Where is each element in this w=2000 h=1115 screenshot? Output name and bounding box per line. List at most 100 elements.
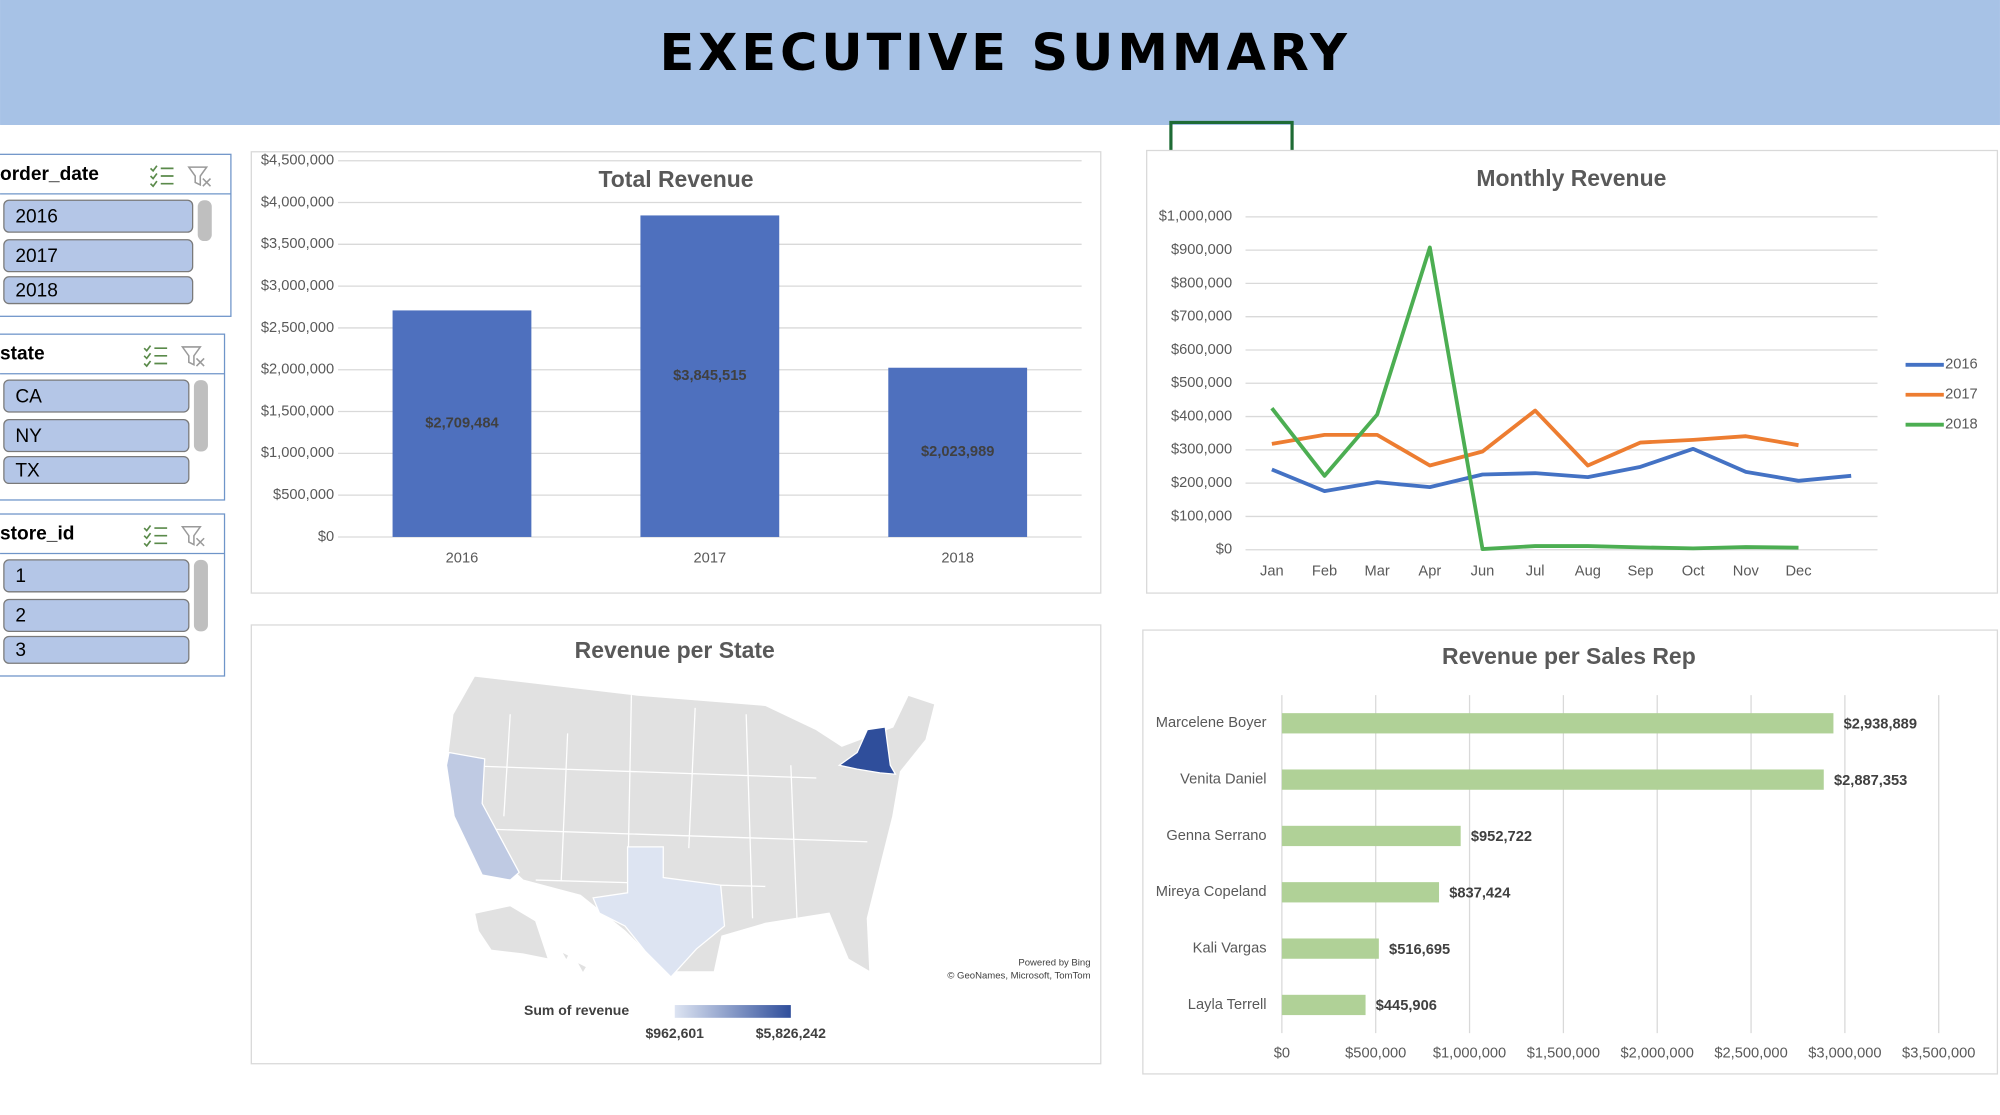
slicer-item[interactable] bbox=[3, 559, 190, 593]
slicer-item-label[interactable]: 3 bbox=[15, 640, 26, 661]
state-region bbox=[592, 846, 726, 978]
chart-title: Revenue per State bbox=[575, 637, 775, 663]
y-tick-label: $900,000 bbox=[1171, 242, 1232, 258]
y-tick-label: $0 bbox=[318, 529, 334, 545]
x-tick-label: Oct bbox=[1682, 563, 1705, 579]
clear-filter-button[interactable] bbox=[180, 525, 205, 547]
data-label: $952,722 bbox=[1471, 829, 1532, 845]
y-tick-label: $3,000,000 bbox=[261, 278, 334, 294]
y-tick-label: $400,000 bbox=[1171, 408, 1232, 424]
data-label: $2,709,484 bbox=[425, 416, 499, 432]
y-tick-label: $4,000,000 bbox=[261, 194, 334, 210]
y-tick-label: $300,000 bbox=[1171, 442, 1232, 458]
hawaii bbox=[559, 949, 588, 975]
multi-select-button[interactable] bbox=[149, 165, 174, 188]
slicer-item-label[interactable]: TX bbox=[15, 460, 40, 481]
x-tick-label: Jul bbox=[1526, 563, 1545, 579]
charts: Total Revenue $0 $500,000 $1,000,000 $1,500,… bbox=[250, 149, 1999, 1075]
data-label: $516,695 bbox=[1389, 942, 1450, 958]
y-tick-label: Marcelene Boyer bbox=[1156, 715, 1267, 731]
bar bbox=[1281, 713, 1834, 734]
data-label: $2,887,353 bbox=[1834, 773, 1907, 789]
y-tick-label: $100,000 bbox=[1171, 508, 1232, 524]
x-tick-label: $3,500,000 bbox=[1902, 1045, 1975, 1061]
chart-title: Revenue per Sales Rep bbox=[1442, 643, 1696, 669]
x-tick-label: Mar bbox=[1365, 563, 1390, 579]
y-tick-label: Mireya Copeland bbox=[1156, 884, 1267, 900]
legend-label: 2018 bbox=[1945, 417, 1978, 433]
y-tick-label: $3,500,000 bbox=[261, 236, 334, 252]
bar bbox=[1281, 825, 1461, 847]
x-tick-label: Apr bbox=[1418, 563, 1441, 579]
slicer-item-label[interactable]: NY bbox=[15, 426, 42, 447]
multi-select-button[interactable] bbox=[143, 345, 168, 368]
y-tick-label: $500,000 bbox=[273, 487, 334, 503]
x-tick-label: $2,000,000 bbox=[1621, 1045, 1694, 1061]
slicer-item-label[interactable]: 2 bbox=[15, 606, 26, 627]
legend-scale-label: $962,601 bbox=[646, 1025, 705, 1041]
data-label: $2,023,989 bbox=[921, 444, 994, 460]
bar bbox=[392, 310, 532, 537]
y-tick-label: $1,000,000 bbox=[261, 445, 334, 461]
y-tick-label: $600,000 bbox=[1171, 342, 1232, 358]
slicer-item-label[interactable]: 1 bbox=[15, 566, 26, 587]
y-tick-label: $800,000 bbox=[1171, 275, 1232, 291]
slicer-title: state bbox=[0, 344, 45, 365]
x-tick-label: Dec bbox=[1785, 563, 1811, 579]
x-tick-label: $2,500,000 bbox=[1714, 1045, 1787, 1061]
slicer-item[interactable] bbox=[3, 635, 190, 664]
slicer-scrollbar[interactable] bbox=[197, 200, 212, 242]
slicer-item[interactable] bbox=[3, 276, 194, 305]
multi-select-button[interactable] bbox=[143, 524, 168, 548]
legend-color-scale bbox=[674, 1005, 791, 1018]
slicer-title: order_date bbox=[0, 164, 99, 185]
bar bbox=[888, 367, 1028, 537]
slicer-item[interactable] bbox=[3, 379, 190, 413]
legend-label: 2017 bbox=[1945, 387, 1978, 403]
slicer-item-label[interactable]: 2018 bbox=[15, 280, 58, 301]
x-tick-label: $1,500,000 bbox=[1527, 1045, 1600, 1061]
x-tick-label: Sep bbox=[1627, 563, 1653, 579]
x-tick-label: 2017 bbox=[694, 551, 727, 567]
chart-title: Total Revenue bbox=[598, 166, 753, 192]
x-tick-label: $3,000,000 bbox=[1808, 1045, 1881, 1061]
slicer-scrollbar[interactable] bbox=[193, 559, 208, 632]
line-series bbox=[1270, 245, 1799, 551]
x-tick-label: Jan bbox=[1260, 563, 1284, 579]
x-tick-label: Jun bbox=[1471, 563, 1495, 579]
y-tick-label: Layla Terrell bbox=[1188, 997, 1267, 1013]
header-band bbox=[0, 0, 2000, 125]
y-tick-label: $2,000,000 bbox=[261, 362, 334, 378]
x-tick-label: $500,000 bbox=[1345, 1045, 1406, 1061]
slicers: order_date 2016 2017 2018 state CA NY TX store_i… bbox=[0, 153, 232, 677]
slicer-item[interactable] bbox=[3, 239, 194, 273]
page-title: EXECUTIVE SUMMARY bbox=[659, 24, 1350, 83]
data-label: $445,906 bbox=[1376, 998, 1437, 1014]
legend-scale-label: $5,826,242 bbox=[756, 1025, 826, 1041]
bar bbox=[640, 215, 780, 537]
slicer-item-label[interactable]: CA bbox=[15, 386, 42, 407]
alaska bbox=[473, 904, 550, 960]
clear-filter-button[interactable] bbox=[180, 346, 205, 367]
y-tick-label: Kali Vargas bbox=[1193, 940, 1267, 956]
slicer-item[interactable] bbox=[3, 199, 194, 233]
y-tick-label: $700,000 bbox=[1171, 309, 1232, 325]
y-tick-label: $2,500,000 bbox=[261, 320, 334, 336]
y-tick-label: Venita Daniel bbox=[1180, 771, 1266, 787]
slicer-item[interactable] bbox=[3, 455, 190, 485]
state-region bbox=[445, 751, 520, 881]
slicer-item-label[interactable]: 2016 bbox=[15, 207, 58, 228]
slicer-item-label[interactable]: 2017 bbox=[15, 246, 58, 267]
data-label: $837,424 bbox=[1449, 885, 1511, 901]
slicer-scrollbar[interactable] bbox=[193, 380, 208, 452]
map-attribution: © GeoNames, Microsoft, TomTom bbox=[947, 970, 1090, 981]
data-label: $2,938,889 bbox=[1844, 716, 1917, 732]
slicer-item[interactable] bbox=[3, 598, 190, 632]
slicer-item[interactable] bbox=[3, 418, 190, 453]
x-tick-label: $0 bbox=[1274, 1045, 1290, 1061]
clear-filter-button[interactable] bbox=[187, 166, 212, 187]
line-series bbox=[1271, 446, 1852, 494]
y-tick-label: Genna Serrano bbox=[1166, 828, 1266, 844]
slicer-title: store_id bbox=[0, 523, 74, 544]
